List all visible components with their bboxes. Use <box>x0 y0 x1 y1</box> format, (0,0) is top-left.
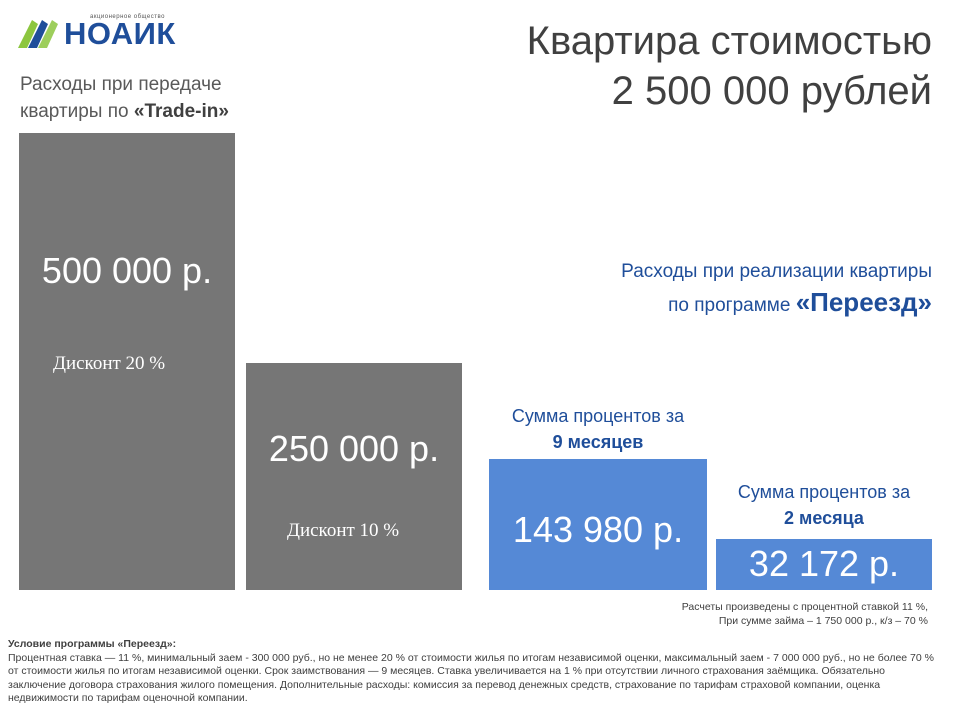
trade-in-heading-prefix: квартиры по <box>20 101 134 122</box>
page-title: Квартира стоимостью 2 500 000 рублей <box>412 16 932 116</box>
footnote-body: Процентная ставка — 11 %, минимальный за… <box>8 651 934 705</box>
logo-text: НОАИК <box>64 16 176 51</box>
trade-in-10-amount: 250 000 р. <box>268 428 440 469</box>
interest-2-caption-line2: 2 месяца <box>784 508 864 528</box>
interest-9-caption-line1: Сумма процентов за <box>511 406 685 426</box>
interest-9-caption-line2: 9 месяцев <box>552 432 644 452</box>
trade-in-20-block: 500 000 р. Дисконт 20 % <box>19 133 235 590</box>
calculation-note: Расчеты произведены с процентной ставкой… <box>508 600 928 628</box>
trade-in-heading: Расходы при передаче квартиры по «Trade-… <box>20 71 320 125</box>
interest-9-months-caption: Сумма процентов за 9 месяцев <box>489 403 707 455</box>
pereezd-label: «Переезд» <box>795 287 932 317</box>
interest-9-months-block: 143 980 р. <box>489 459 707 590</box>
pereezd-heading-line1: Расходы при реализации квартиры <box>621 261 932 282</box>
trade-in-label: «Trade-in» <box>133 101 229 122</box>
calculation-note-line1: Расчеты произведены с процентной ставкой… <box>681 601 928 613</box>
footnote-title: Условие программы «Переезд»: <box>8 638 177 650</box>
interest-9-months-amount: 143 980 р. <box>512 509 684 550</box>
pereezd-heading: Расходы при реализации квартиры по прогр… <box>512 256 932 321</box>
trade-in-10-block: 250 000 р. Дисконт 10 % <box>246 363 462 590</box>
interest-2-months-amount: 32 172 р. <box>748 543 900 584</box>
interest-2-months-caption: Сумма процентов за 2 месяца <box>716 479 932 531</box>
calculation-note-line2: При сумме займа – 1 750 000 р., к/з – 70… <box>718 615 928 627</box>
program-conditions-footnote: Условие программы «Переезд»: Процентная … <box>8 638 938 706</box>
logo-subtitle: акционерное общество <box>90 14 165 20</box>
trade-in-heading-line1: Расходы при передаче <box>20 74 222 95</box>
trade-in-10-discount: Дисконт 10 % <box>287 520 400 541</box>
trade-in-20-discount: Дисконт 20 % <box>53 353 166 374</box>
interest-2-months-block: 32 172 р. <box>716 539 932 590</box>
title-line-1: Квартира стоимостью <box>526 19 932 63</box>
interest-2-caption-line1: Сумма процентов за <box>737 482 911 502</box>
title-line-2: 2 500 000 рублей <box>611 69 932 113</box>
logo-mark-icon <box>18 20 58 48</box>
trade-in-20-amount: 500 000 р. <box>41 250 213 291</box>
pereezd-heading-prefix: по программе <box>668 295 796 316</box>
company-logo: акционерное общество НОАИК <box>18 14 188 54</box>
